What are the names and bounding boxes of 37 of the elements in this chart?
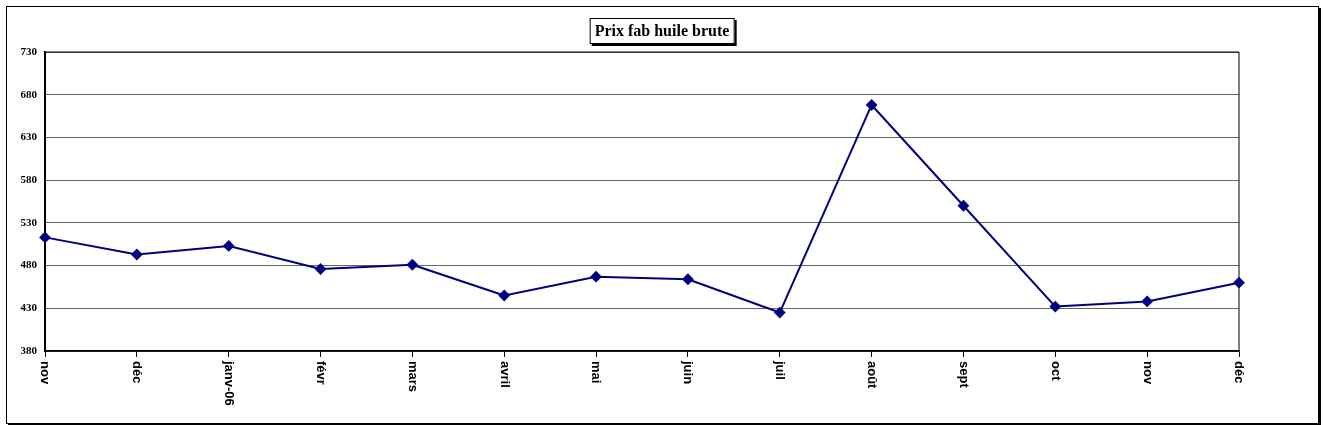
y-tick-label: 680 [20,87,38,100]
point [223,240,235,252]
y-tick-label: 380 [20,343,38,356]
point [682,273,694,285]
y-tick-label: 530 [20,215,38,228]
x-tick-label: nov [38,361,54,385]
point [1233,277,1245,289]
y-tick-label: 580 [20,172,38,185]
x-tick-label: févr [313,361,329,385]
x-tick-label: mai [589,361,605,384]
point [957,200,969,212]
point [39,231,51,243]
x-tick-label: nov [1140,361,1156,385]
x-tick-label: oct [1048,361,1064,382]
x-tick-label: juin [681,360,697,385]
x-tick-label: déc [130,361,146,384]
point [590,271,602,283]
point [1049,301,1061,313]
point [315,263,327,275]
point [774,307,786,319]
x-tick-label: août [865,361,881,390]
x-tick-label: sept [956,361,972,389]
chart-title: Prix fab huile brute [589,18,735,44]
x-tick-label: déc [1232,361,1248,384]
point [1141,295,1153,307]
y-tick-label: 430 [20,301,38,314]
point [131,248,143,260]
y-tick-label: 730 [20,44,38,57]
y-tick-label: 630 [20,130,38,143]
y-tick-label: 480 [20,258,38,271]
point [866,99,878,111]
point [406,259,418,271]
x-tick-label: mars [405,361,421,393]
x-tick-label: juil [773,360,789,380]
point [498,289,510,301]
x-tick-label: janv-06 [222,360,238,406]
x-tick-label: avril [497,361,513,388]
